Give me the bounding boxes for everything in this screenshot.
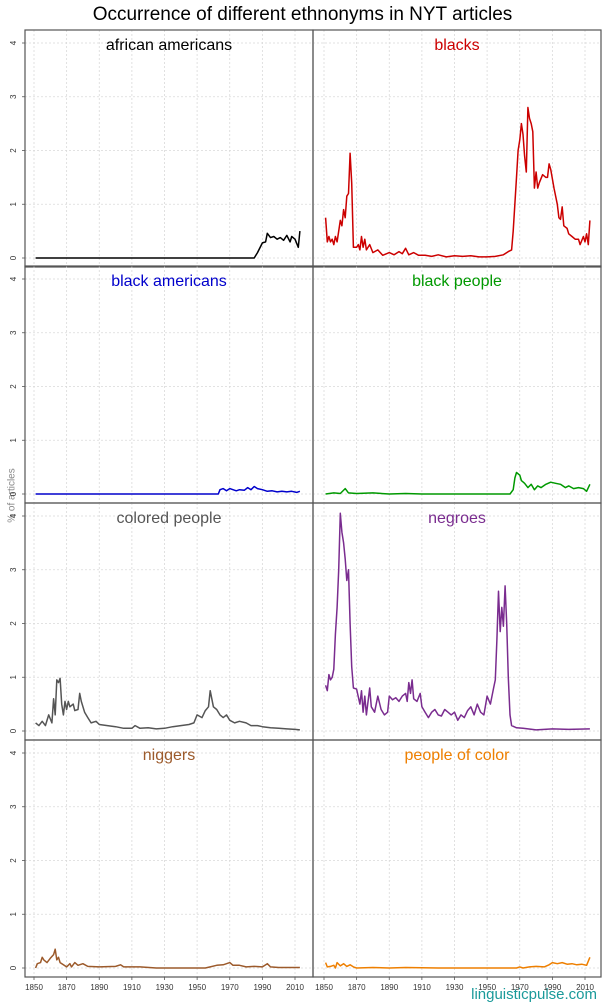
y-tick-label: 2: [9, 858, 18, 863]
x-tick-label: 1930: [446, 983, 464, 992]
x-tick-label: 1970: [221, 983, 239, 992]
panel-border: [312, 29, 602, 268]
series-line: [324, 957, 591, 969]
panel-title: people of color: [405, 747, 511, 764]
facet-panel: 0 1 2 3 4 1850 1870 1890 1910 1930 1950 1970 1990 201…: [9, 739, 314, 992]
series-line: [324, 512, 590, 731]
chart-title: Occurrence of different ethnonyms in NYT…: [92, 4, 513, 25]
panel-border: [312, 265, 602, 504]
x-tick-label: 1930: [156, 983, 174, 992]
x-tick-label: 1910: [413, 983, 431, 992]
panel-title: black people: [412, 273, 502, 290]
panel-title: niggers: [143, 747, 195, 764]
panel-border: [312, 502, 602, 741]
x-tick-label: 1890: [90, 983, 108, 992]
y-tick-label: 0: [9, 728, 18, 733]
x-tick-label: 1910: [123, 983, 141, 992]
facet-panel: 0 1 2 3 4 black americans: [9, 265, 314, 504]
panel-border: [312, 739, 602, 978]
y-tick-label: 4: [9, 750, 18, 755]
series-line: [35, 677, 300, 731]
y-tick-label: 4: [9, 513, 18, 518]
facet-panel: 0 1 2 3 4 colored people: [9, 502, 314, 741]
y-tick-label: 3: [9, 804, 18, 809]
series-line: [34, 948, 300, 969]
panel-title: black americans: [111, 273, 227, 290]
y-tick-label: 2: [9, 621, 18, 626]
y-tick-label: 2: [9, 148, 18, 153]
y-tick-label: 0: [9, 491, 18, 496]
y-tick-label: 1: [9, 437, 18, 442]
panel-title: african americans: [106, 37, 232, 54]
x-tick-label: 1990: [543, 983, 561, 992]
y-tick-label: 3: [9, 330, 18, 335]
y-tick-label: 1: [9, 674, 18, 679]
facet-panel: negroes: [312, 502, 602, 741]
y-tick-label: 0: [9, 965, 18, 970]
panel-title: blacks: [434, 37, 479, 54]
series-line: [325, 471, 591, 495]
y-tick-label: 2: [9, 384, 18, 389]
facet-panel: 0 1 2 3 4 african americans: [9, 29, 314, 268]
x-tick-label: 1870: [58, 983, 76, 992]
y-tick-label: 3: [9, 567, 18, 572]
x-tick-label: 1990: [253, 983, 271, 992]
x-tick-label: 1850: [25, 983, 43, 992]
panel-border: [24, 739, 314, 978]
credit-label: linguisticpulse.com: [471, 986, 597, 1003]
facet-panel: blacks: [312, 29, 602, 268]
y-tick-label: 0: [9, 255, 18, 260]
panel-border: [24, 265, 314, 504]
x-tick-label: 1890: [380, 983, 398, 992]
y-tick-label: 1: [9, 911, 18, 916]
y-tick-label: 1: [9, 201, 18, 206]
x-tick-label: 1950: [478, 983, 496, 992]
y-tick-label: 4: [9, 276, 18, 281]
x-tick-label: 2010: [576, 983, 594, 992]
facet-panel: black people: [312, 265, 602, 504]
panel-title: colored people: [117, 510, 222, 527]
x-tick-label: 1870: [348, 983, 366, 992]
facet-panel: 1850 1870 1890 1910 1930 1950 1970 1990 2010 peop…: [312, 739, 602, 992]
x-tick-label: 1850: [315, 983, 333, 992]
y-tick-label: 3: [9, 94, 18, 99]
x-tick-label: 2010: [286, 983, 304, 992]
x-tick-label: 1950: [188, 983, 206, 992]
y-tick-label: 4: [9, 40, 18, 45]
series-line: [324, 106, 591, 258]
series-line: [35, 231, 301, 259]
x-tick-label: 1970: [511, 983, 529, 992]
panel-border: [24, 29, 314, 268]
panel-title: negroes: [428, 510, 486, 527]
series-line: [35, 485, 301, 495]
